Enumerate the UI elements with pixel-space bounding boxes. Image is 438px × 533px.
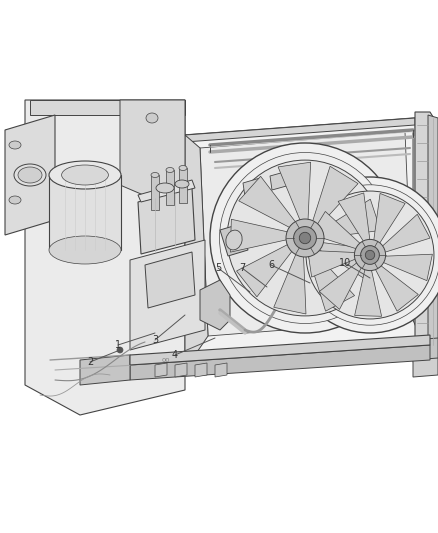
Circle shape <box>210 143 400 333</box>
Polygon shape <box>130 240 205 350</box>
Polygon shape <box>25 100 185 415</box>
Polygon shape <box>355 268 381 316</box>
Polygon shape <box>155 363 167 377</box>
Polygon shape <box>237 244 293 297</box>
Polygon shape <box>374 193 405 244</box>
Ellipse shape <box>49 236 121 264</box>
Polygon shape <box>311 212 361 249</box>
Polygon shape <box>382 254 432 281</box>
Polygon shape <box>338 193 370 243</box>
Text: 4: 4 <box>172 350 178 360</box>
Polygon shape <box>5 115 55 235</box>
Polygon shape <box>270 171 290 190</box>
Polygon shape <box>428 115 438 348</box>
Polygon shape <box>215 363 227 377</box>
Ellipse shape <box>9 141 21 149</box>
Polygon shape <box>195 363 207 377</box>
Text: 2: 2 <box>87 357 93 367</box>
Polygon shape <box>179 168 187 203</box>
Text: 6: 6 <box>268 260 274 270</box>
Text: 7: 7 <box>239 263 245 273</box>
Ellipse shape <box>175 180 189 188</box>
Text: oo: oo <box>162 357 170 363</box>
Text: 5: 5 <box>215 263 221 273</box>
Polygon shape <box>166 170 174 205</box>
Ellipse shape <box>226 230 242 250</box>
Ellipse shape <box>146 113 158 123</box>
Polygon shape <box>413 358 438 377</box>
Polygon shape <box>200 132 413 336</box>
Polygon shape <box>200 280 230 330</box>
Circle shape <box>292 177 438 333</box>
Polygon shape <box>274 253 306 314</box>
Polygon shape <box>243 178 262 197</box>
Text: 10: 10 <box>339 258 351 268</box>
Ellipse shape <box>151 173 159 177</box>
Polygon shape <box>413 338 438 362</box>
Ellipse shape <box>62 165 108 185</box>
Polygon shape <box>278 162 311 222</box>
Polygon shape <box>145 252 195 308</box>
Polygon shape <box>130 335 430 365</box>
Polygon shape <box>120 100 185 200</box>
Ellipse shape <box>166 167 174 173</box>
Circle shape <box>117 347 123 353</box>
Polygon shape <box>308 251 357 277</box>
Polygon shape <box>415 112 435 352</box>
Ellipse shape <box>9 196 21 204</box>
Polygon shape <box>30 100 185 115</box>
Circle shape <box>299 232 311 244</box>
Circle shape <box>227 160 383 316</box>
Polygon shape <box>185 135 208 355</box>
Polygon shape <box>151 175 159 210</box>
Polygon shape <box>185 118 415 142</box>
Ellipse shape <box>179 166 187 171</box>
Polygon shape <box>230 219 289 252</box>
Text: 1: 1 <box>115 340 121 350</box>
Polygon shape <box>239 176 297 228</box>
Polygon shape <box>49 175 121 250</box>
Circle shape <box>219 152 391 324</box>
Circle shape <box>365 251 374 260</box>
Text: 3: 3 <box>152 335 158 345</box>
Circle shape <box>286 219 324 257</box>
Polygon shape <box>318 243 380 281</box>
Polygon shape <box>321 199 381 238</box>
Polygon shape <box>80 355 130 385</box>
Ellipse shape <box>49 161 121 189</box>
Ellipse shape <box>18 167 42 183</box>
Ellipse shape <box>14 164 46 186</box>
Circle shape <box>360 246 379 264</box>
Polygon shape <box>375 265 418 311</box>
Polygon shape <box>308 252 355 311</box>
Polygon shape <box>413 118 425 348</box>
Polygon shape <box>175 363 187 377</box>
Ellipse shape <box>156 183 174 193</box>
Circle shape <box>306 191 434 319</box>
Polygon shape <box>312 166 358 227</box>
Polygon shape <box>319 262 362 310</box>
Polygon shape <box>195 340 425 363</box>
Circle shape <box>293 227 316 249</box>
Polygon shape <box>130 345 430 380</box>
Polygon shape <box>138 180 195 202</box>
Polygon shape <box>138 188 195 254</box>
Polygon shape <box>381 214 430 253</box>
Circle shape <box>354 239 385 271</box>
Polygon shape <box>185 118 425 355</box>
Circle shape <box>300 185 438 325</box>
Polygon shape <box>220 224 248 256</box>
